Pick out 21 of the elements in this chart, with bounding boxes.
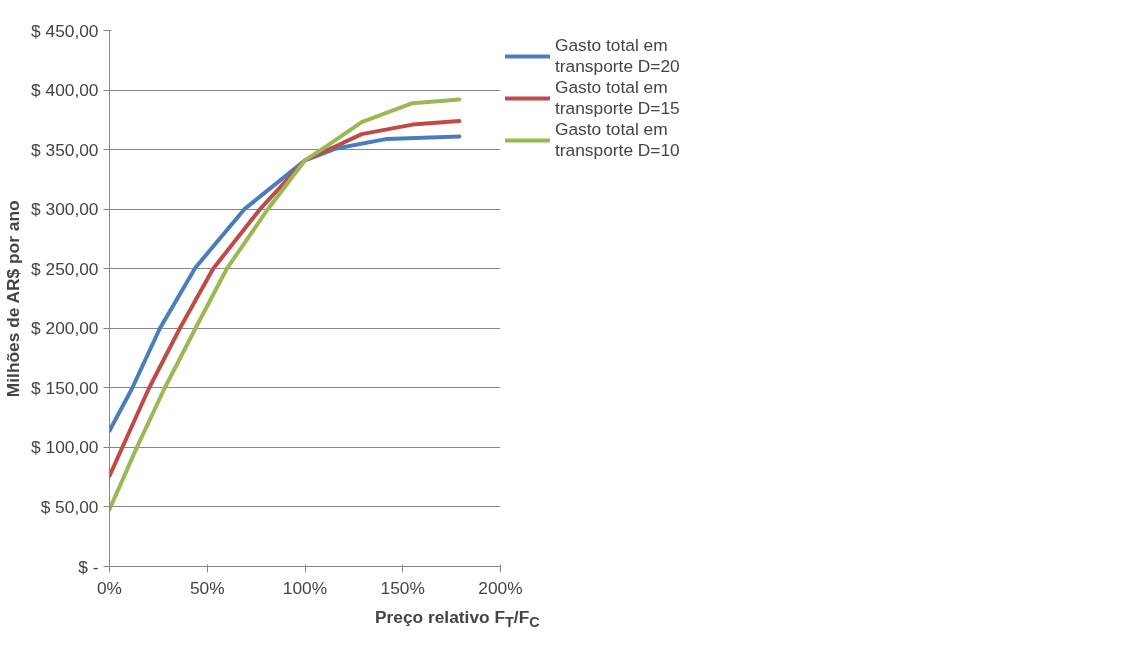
legend-label: Gasto total em transporte D=20 <box>555 35 680 77</box>
x-tick-label: 200% <box>478 577 523 598</box>
y-tick-label: $ 200,00 <box>31 318 99 339</box>
x-tick-label: 100% <box>282 577 328 598</box>
legend-label: Gasto total em transporte D=15 <box>555 77 680 119</box>
y-tick-label: $ 300,00 <box>31 199 99 220</box>
x-axis-title: Preço relativo F$_{T}$/F$_{C}$ <box>375 606 540 633</box>
y-tick-label: $ 350,00 <box>31 139 99 160</box>
y-tick-label: $ 50,00 <box>40 496 99 517</box>
line-series <box>109 134 462 433</box>
y-tick-label: $ 150,00 <box>31 377 99 398</box>
x-tick-label: 50% <box>189 577 225 598</box>
legend-label: Gasto total em transporte D=10 <box>555 119 680 161</box>
y-axis-title: Milhões de AR$ por ano <box>3 200 24 398</box>
y-tick-label: $ - <box>78 556 99 577</box>
y-tick-label: $ 100,00 <box>31 437 99 458</box>
x-tick-label: 150% <box>380 577 425 598</box>
y-tick-label: $ 400,00 <box>31 80 99 101</box>
y-tick-label: $ 250,00 <box>31 258 99 279</box>
x-tick-label: 0% <box>96 577 123 598</box>
y-tick-label: $ 450,00 <box>31 20 99 41</box>
